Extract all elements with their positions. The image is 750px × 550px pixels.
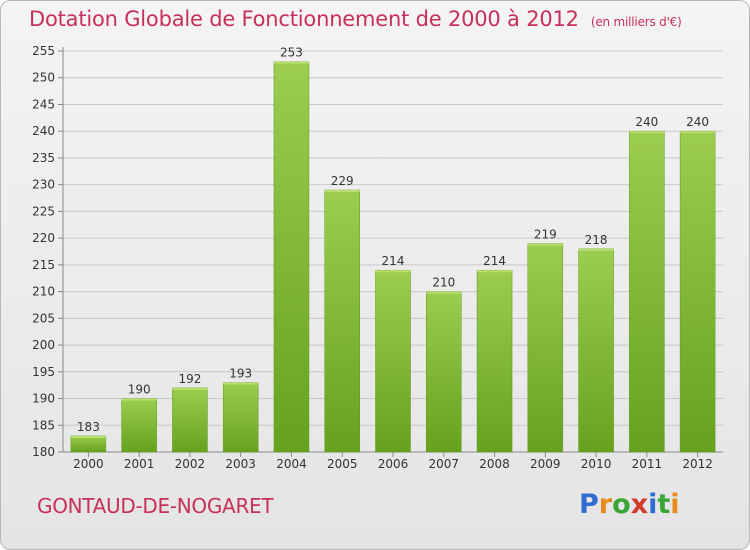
y-tick-label: 210: [32, 285, 55, 299]
bar: [426, 291, 462, 453]
x-tick-label: 2002: [175, 457, 206, 471]
data-label: 190: [128, 383, 151, 397]
data-label: 219: [534, 227, 557, 241]
x-tick-label: 2006: [378, 457, 409, 471]
bar-highlight: [629, 131, 665, 134]
x-tick-label: 2005: [327, 457, 358, 471]
x-tick-label: 2012: [682, 457, 713, 471]
unit-label: (en milliers d'€): [590, 15, 682, 29]
x-tick-label: 2004: [276, 457, 307, 471]
bar-highlight: [527, 243, 563, 246]
y-tick-label: 195: [32, 365, 55, 379]
bar: [324, 189, 360, 453]
logo-letter: P: [579, 489, 599, 520]
bar-highlight: [578, 248, 614, 251]
x-tick-label: 2009: [530, 457, 561, 471]
logo-letter: t: [657, 489, 671, 520]
x-tick-label: 2001: [124, 457, 155, 471]
data-labels: 183 190 192 193 253 229 214 210 214 219 218 240 240: [77, 46, 709, 434]
data-label: 210: [432, 276, 455, 290]
bar: [375, 269, 411, 453]
y-tick-label: 215: [32, 258, 55, 272]
bar: [629, 130, 665, 453]
bar-highlight: [477, 270, 513, 273]
x-tick-label: 2003: [225, 457, 256, 471]
bar: [273, 61, 310, 453]
data-label: 214: [382, 254, 405, 268]
y-tick-label: 205: [32, 311, 55, 325]
bar-highlight: [426, 291, 462, 294]
y-tick-label: 245: [32, 97, 55, 111]
bar: [70, 435, 107, 453]
logo-letter: i: [648, 489, 658, 520]
logo-letter: x: [630, 489, 649, 520]
y-tick-label: 225: [32, 204, 55, 218]
y-tick-label: 180: [32, 445, 55, 459]
y-tick-labels: 180 185 190 195 200 205 210 215 220 225 230 235 240 2…: [32, 44, 55, 459]
data-label: 192: [178, 372, 201, 386]
y-tick-label: 220: [32, 231, 55, 245]
bar-highlight: [172, 387, 208, 390]
data-label: 218: [585, 233, 608, 247]
logo-letter: o: [612, 489, 631, 520]
data-label: 253: [280, 46, 303, 60]
bar: [527, 243, 564, 453]
x-tick-label: 2008: [479, 457, 510, 471]
bar-highlight: [121, 398, 157, 401]
bar: [172, 387, 208, 453]
data-label: 183: [77, 420, 100, 434]
bar: [679, 130, 716, 453]
data-label: 193: [229, 366, 252, 380]
x-tick-label: 2000: [73, 457, 104, 471]
bar: [121, 398, 157, 453]
bar: [476, 269, 513, 453]
bar: [578, 248, 614, 453]
logo-letter: r: [598, 489, 613, 520]
y-tick-label: 185: [32, 418, 55, 432]
y-tick-label: 230: [32, 178, 55, 192]
commune-name: GONTAUD-DE-NOGARET: [37, 494, 274, 518]
y-tick-label: 250: [32, 71, 55, 85]
logo-letter: i: [670, 489, 680, 520]
bar: [222, 382, 259, 453]
x-tick-label: 2011: [632, 457, 663, 471]
y-tick-label: 200: [32, 338, 55, 352]
bars: [70, 61, 716, 453]
x-tick-labels: 2000 2001 2002 2003 2004 2005 2006 2007 2008 2009…: [73, 452, 713, 471]
bar-highlight: [223, 382, 259, 385]
bar-highlight: [680, 131, 716, 134]
bar-highlight: [273, 61, 309, 64]
x-tick-label: 2010: [581, 457, 612, 471]
bar-highlight: [375, 270, 411, 273]
chart-title: Dotation Globale de Fonctionnement de 20…: [29, 7, 682, 31]
y-tick-label: 190: [32, 392, 55, 406]
data-label: 229: [331, 174, 354, 188]
proxiti-logo: Proxiti: [579, 489, 680, 520]
bar-highlight: [70, 435, 106, 438]
bar-highlight: [324, 190, 360, 193]
data-label: 240: [686, 115, 709, 129]
title-text: Dotation Globale de Fonctionnement de 20…: [29, 7, 579, 31]
y-tick-label: 255: [32, 44, 55, 58]
data-label: 214: [483, 254, 506, 268]
y-tick-label: 240: [32, 124, 55, 138]
data-label: 240: [635, 115, 658, 129]
x-tick-label: 2007: [428, 457, 459, 471]
y-tick-label: 235: [32, 151, 55, 165]
